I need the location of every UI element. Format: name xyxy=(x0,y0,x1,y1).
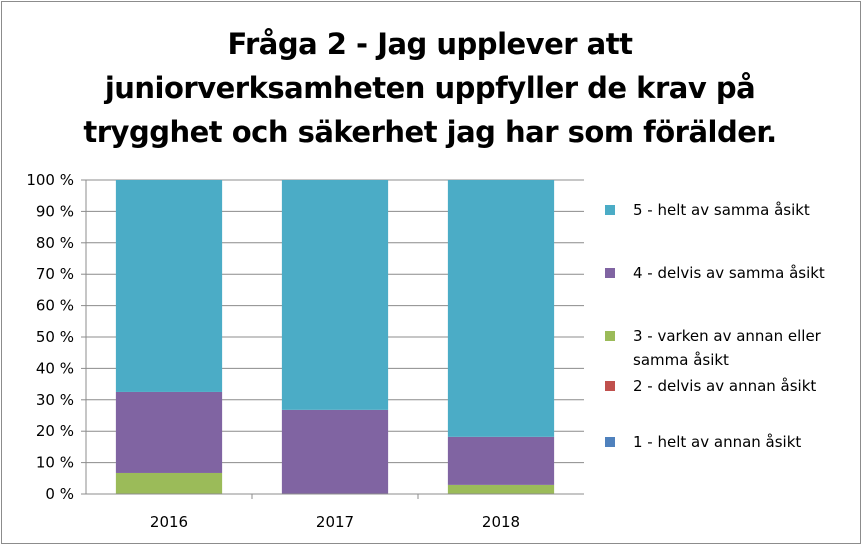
legend-swatch xyxy=(605,437,615,447)
y-tick-label: 20 % xyxy=(36,422,74,440)
bar-segment xyxy=(115,180,223,392)
x-tick-label: 2017 xyxy=(316,513,354,531)
y-tick-label: 80 % xyxy=(36,234,74,252)
legend: 5 - helt av samma åsikt 4 - delvis av sam… xyxy=(605,201,825,451)
legend-swatch xyxy=(605,331,615,341)
y-tick-label: 60 % xyxy=(36,297,74,315)
legend-label: 1 - helt av annan åsikt xyxy=(633,433,801,451)
bar-segment xyxy=(281,409,389,494)
x-tick-label: 2018 xyxy=(482,513,520,531)
y-tick-label: 30 % xyxy=(36,391,74,409)
legend-swatch xyxy=(605,205,615,215)
x-tick-label: 2016 xyxy=(150,513,188,531)
y-tick-label: 50 % xyxy=(36,328,74,346)
chart-title-line-1: Fråga 2 - Jag upplever att xyxy=(227,27,633,61)
bar-segment xyxy=(447,180,555,437)
bar-segment xyxy=(115,472,223,494)
bar-segment xyxy=(281,180,389,410)
legend-label: 5 - helt av samma åsikt xyxy=(633,201,810,219)
chart-title-line-2: juniorverksamheten uppfyller de krav på xyxy=(104,71,756,105)
legend-label: samma åsikt xyxy=(633,351,729,369)
legend-label: 3 - varken av annan eller xyxy=(633,327,822,345)
axes: 0 % 10 % 20 % 30 % 40 % 50 % 60 % 70 % 80 % 90 % 1… xyxy=(26,171,584,531)
chart-title: Fråga 2 - Jag upplever att juniorverksam… xyxy=(60,22,800,154)
y-tick-label: 40 % xyxy=(36,359,74,377)
legend-label: 2 - delvis av annan åsikt xyxy=(633,377,816,395)
y-tick-label: 10 % xyxy=(36,454,74,472)
bar-segment xyxy=(447,436,555,485)
y-tick-label: 70 % xyxy=(36,265,74,283)
y-tick-label: 0 % xyxy=(45,485,74,503)
chart-title-line-3: trygghet och säkerhet jag har som föräld… xyxy=(83,115,777,149)
bars xyxy=(115,180,555,494)
legend-swatch xyxy=(605,268,615,278)
bar-segment xyxy=(115,391,223,473)
y-tick-label: 90 % xyxy=(36,202,74,220)
legend-swatch xyxy=(605,381,615,391)
bar-segment xyxy=(447,484,555,494)
y-tick-label: 100 % xyxy=(26,171,74,189)
legend-label: 4 - delvis av samma åsikt xyxy=(633,264,825,282)
